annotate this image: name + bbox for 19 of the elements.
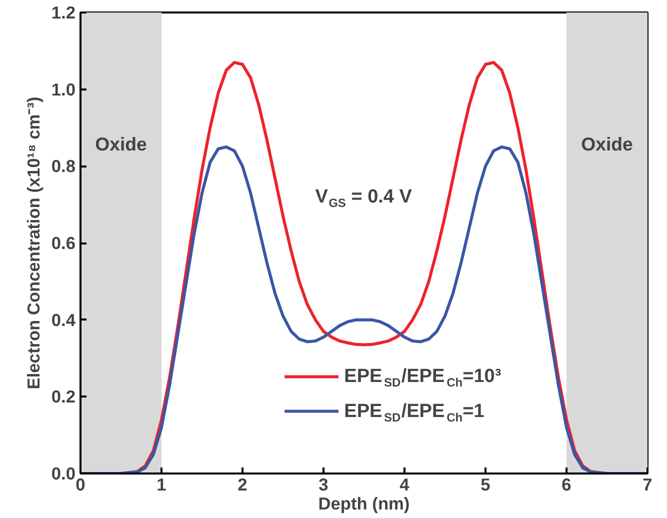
x-tick-label: 2 — [238, 474, 248, 494]
y-tick-label: 0.0 — [51, 464, 76, 484]
y-tick-label: 1.2 — [51, 2, 76, 22]
x-tick-label: 3 — [318, 474, 329, 494]
y-tick-label: 0.8 — [51, 156, 76, 176]
x-tick-label: 5 — [480, 474, 491, 494]
y-tick-label: 1.0 — [51, 79, 76, 100]
y-axis-title: Electron Concentration (x10¹⁸ cm⁻³) — [23, 96, 44, 390]
x-axis-title: Depth (nm) — [318, 494, 410, 514]
y-tick-label: 0.4 — [51, 310, 76, 330]
x-tick-label: 1 — [156, 474, 167, 494]
x-tick-label: 6 — [562, 474, 572, 494]
x-tick-label: 4 — [400, 474, 410, 494]
x-tick-label: 7 — [642, 474, 652, 494]
y-tick-label: 0.6 — [51, 233, 76, 253]
band-label: Oxide — [95, 133, 147, 154]
y-tick-label: 0.2 — [51, 386, 76, 407]
x-tick-label: 0 — [76, 474, 86, 494]
band-label: Oxide — [581, 133, 633, 154]
